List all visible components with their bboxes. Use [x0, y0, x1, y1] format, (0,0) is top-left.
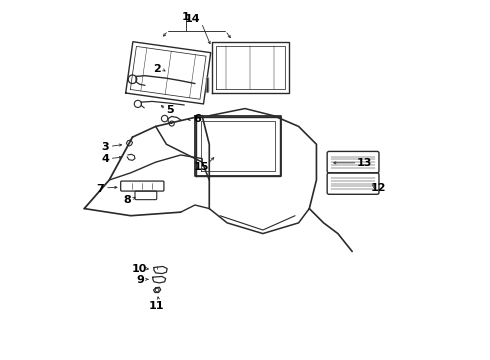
- Text: 1: 1: [182, 13, 190, 22]
- Text: 12: 12: [370, 183, 386, 193]
- Text: 8: 8: [123, 195, 131, 205]
- Text: 6: 6: [193, 114, 201, 124]
- Text: 13: 13: [356, 158, 371, 168]
- Text: 3: 3: [101, 142, 109, 152]
- Text: 11: 11: [148, 301, 164, 311]
- Text: 9: 9: [137, 275, 145, 285]
- Text: 15: 15: [194, 162, 209, 172]
- Text: 7: 7: [97, 184, 104, 194]
- Text: 4: 4: [101, 154, 109, 164]
- Text: 10: 10: [132, 264, 147, 274]
- Text: 2: 2: [153, 64, 161, 73]
- Text: 14: 14: [184, 14, 200, 24]
- Text: 5: 5: [166, 105, 174, 115]
